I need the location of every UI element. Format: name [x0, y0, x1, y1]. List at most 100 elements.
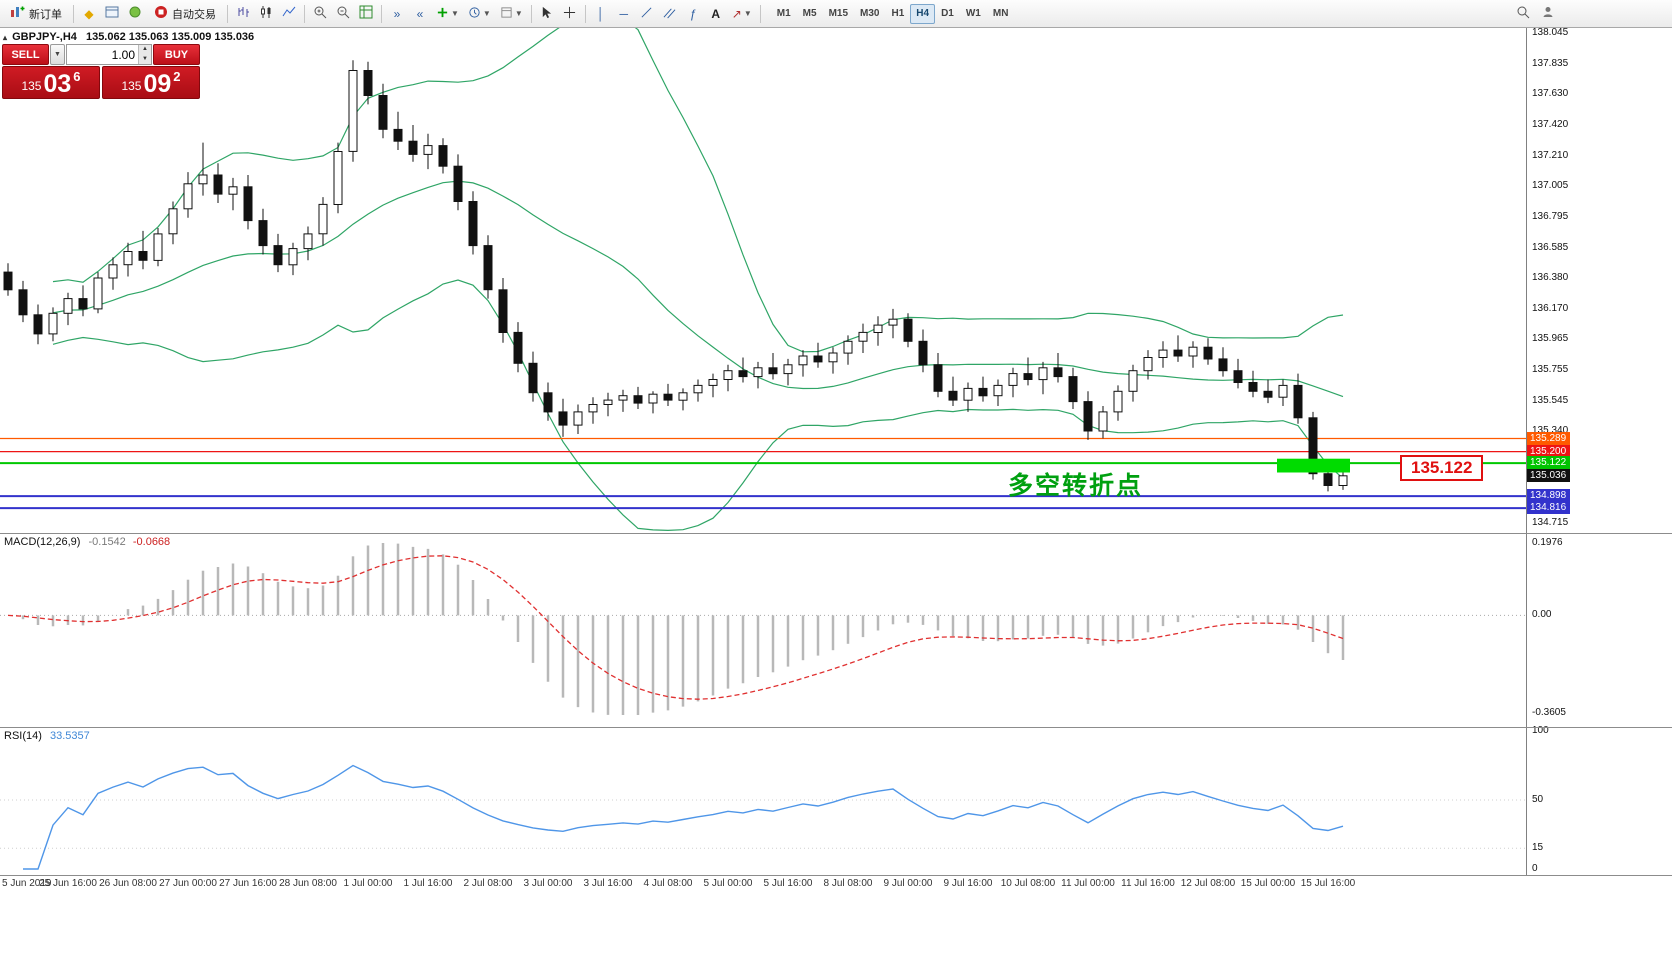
indicators-button[interactable]: ▼ [432, 3, 463, 25]
sell-price-big: 03 [43, 70, 72, 98]
timeframe-m5-button[interactable]: M5 [797, 4, 823, 24]
crosshair-button[interactable] [559, 3, 581, 25]
candle-body [453, 165, 463, 202]
zoom-out-button[interactable] [332, 3, 354, 25]
volume-down-button[interactable]: ▼ [138, 54, 151, 64]
timeframe-m1-button[interactable]: M1 [771, 4, 797, 24]
candle-body [78, 298, 88, 310]
sell-price-sup: 6 [73, 69, 81, 84]
time-axis-label: 1 Jul 00:00 [343, 878, 393, 889]
text-label-button[interactable]: A [705, 3, 727, 25]
metaeditor-button[interactable]: ◆ [78, 3, 100, 25]
zoom-in-button[interactable] [309, 3, 331, 25]
candle-body [498, 289, 508, 333]
channel-button[interactable] [659, 3, 681, 25]
candle-body [408, 140, 418, 155]
candle-body [228, 186, 238, 195]
community-button[interactable] [1537, 3, 1559, 25]
time-axis[interactable]: 5 Jun 2019 25 Jun 16:00 26 Jun 08:00 27 Jun… [0, 876, 1672, 894]
vertical-line-button[interactable]: │ [590, 3, 612, 25]
arrows-tool-button[interactable]: ↗ ▼ [728, 3, 756, 25]
cursor-button[interactable] [536, 3, 558, 25]
macd-panel[interactable] [0, 533, 1526, 727]
tile-windows-icon [359, 5, 373, 22]
toolbar-separator [530, 4, 532, 23]
expert-advisors-button[interactable] [124, 3, 146, 25]
data-window-button[interactable] [101, 3, 123, 25]
price-chart-panel[interactable] [0, 28, 1526, 533]
candle-body [678, 392, 688, 401]
new-order-icon [10, 5, 25, 22]
rsi-canvas[interactable] [0, 727, 1526, 875]
buy-price-display[interactable]: 135 09 2 [102, 66, 200, 99]
candle-body [123, 251, 133, 266]
candle-body [393, 128, 403, 142]
timeframe-mn-button[interactable]: MN [987, 4, 1015, 24]
macd-canvas[interactable] [0, 533, 1526, 727]
candle-body [138, 251, 148, 261]
time-axis-border [0, 875, 1672, 876]
rsi-panel[interactable] [0, 727, 1526, 875]
candlestick-chart-button[interactable] [255, 3, 277, 25]
candle-body [708, 379, 718, 386]
trendline-button[interactable] [636, 3, 658, 25]
one-click-trading-panel: SELL ▼ ▲ ▼ BUY 135 03 6 135 09 2 [2, 44, 200, 99]
volume-dropdown-button[interactable]: ▼ [50, 44, 65, 65]
macd-title: MACD(12,26,9) [4, 536, 81, 548]
timeframe-m30-button[interactable]: M30 [854, 4, 885, 24]
candle-body [543, 392, 553, 413]
candle-body [48, 312, 58, 335]
candle-body [1098, 411, 1108, 432]
bar-chart-button[interactable] [232, 3, 254, 25]
level-price-label[interactable]: 135.122 [1400, 455, 1484, 481]
volume-input[interactable] [66, 44, 152, 65]
time-axis-label: 3 Jul 00:00 [523, 878, 573, 889]
candle-body [738, 370, 748, 378]
rsi-scale-50: 50 [1532, 794, 1544, 805]
turning-point-annotation[interactable]: 多空转折点 [1008, 472, 1144, 500]
candle-body [813, 355, 823, 363]
timeframe-d1-button[interactable]: D1 [935, 4, 960, 24]
timeframe-w1-button[interactable]: W1 [960, 4, 987, 24]
timeframe-h1-button[interactable]: H1 [885, 4, 910, 24]
sell-price-display[interactable]: 135 03 6 [2, 66, 100, 99]
price-tick-label: 136.380 [1532, 272, 1569, 283]
highlight-rectangle[interactable] [1277, 458, 1350, 473]
candle-body [303, 233, 313, 250]
candle-body [258, 220, 268, 247]
chevron-down-icon: ▼ [514, 9, 523, 18]
toolbar-separator [304, 4, 305, 23]
time-axis-label: 4 Jul 08:00 [643, 878, 693, 889]
time-axis-label: 27 Jun 00:00 [159, 878, 217, 889]
volume-spinner: ▲ ▼ [138, 45, 151, 64]
periods-button[interactable]: ▼ [464, 3, 495, 25]
templates-button[interactable]: ▼ [496, 3, 527, 25]
candle-body [993, 384, 1003, 397]
search-button[interactable] [1512, 3, 1534, 25]
macd-main-value: -0.1542 [88, 536, 126, 548]
tile-windows-button[interactable] [355, 3, 377, 25]
panel-splitter[interactable] [0, 533, 1672, 534]
candle-body [1278, 384, 1288, 398]
sell-button[interactable]: SELL [2, 44, 49, 65]
fibonacci-button[interactable]: ƒ [682, 3, 704, 25]
new-order-button[interactable]: 新订单 [3, 3, 69, 25]
chart-shift-button[interactable]: « [409, 3, 431, 25]
time-axis-label: 9 Jul 16:00 [943, 878, 993, 889]
autotrading-button[interactable]: 自动交易 [147, 3, 223, 25]
price-tick-label: 137.005 [1532, 180, 1569, 191]
timeframe-m15-button[interactable]: M15 [823, 4, 854, 24]
volume-up-button[interactable]: ▲ [138, 45, 151, 55]
auto-scroll-button[interactable]: » [386, 3, 408, 25]
panel-splitter[interactable] [0, 727, 1672, 728]
price-chart-canvas[interactable] [0, 28, 1526, 533]
price-scale-column[interactable]: 138.045 137.835 137.630 137.420 137.210 137.0… [1526, 27, 1672, 875]
line-chart-button[interactable] [278, 3, 300, 25]
buy-button[interactable]: BUY [153, 44, 200, 65]
macd-signal-line [7, 555, 1344, 700]
horizontal-line-button[interactable]: ─ [613, 3, 635, 25]
price-tick-label: 135.755 [1532, 364, 1569, 375]
candle-body [3, 271, 13, 291]
timeframe-h4-button[interactable]: H4 [910, 3, 936, 24]
